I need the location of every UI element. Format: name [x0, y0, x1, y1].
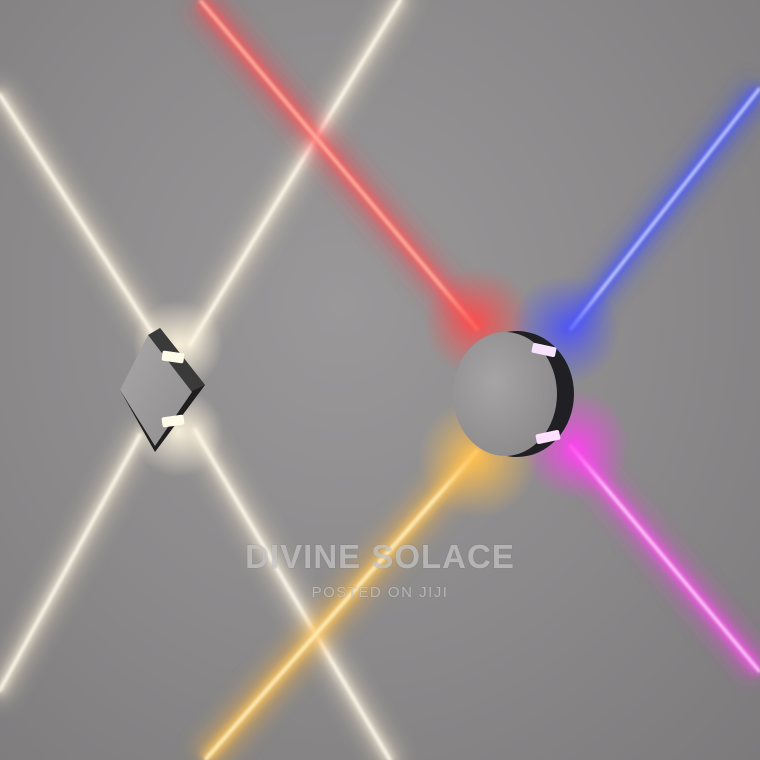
- watermark-title: DIVINE SOLACE: [245, 538, 515, 575]
- diamond-wall-light: [120, 328, 205, 452]
- amber-beam: [192, 438, 491, 760]
- round-wall-light: [453, 331, 574, 457]
- warm-beams: [0, 0, 413, 760]
- watermark-subtitle: POSTED ON JIJI: [311, 584, 449, 601]
- red-beam: [186, 0, 492, 341]
